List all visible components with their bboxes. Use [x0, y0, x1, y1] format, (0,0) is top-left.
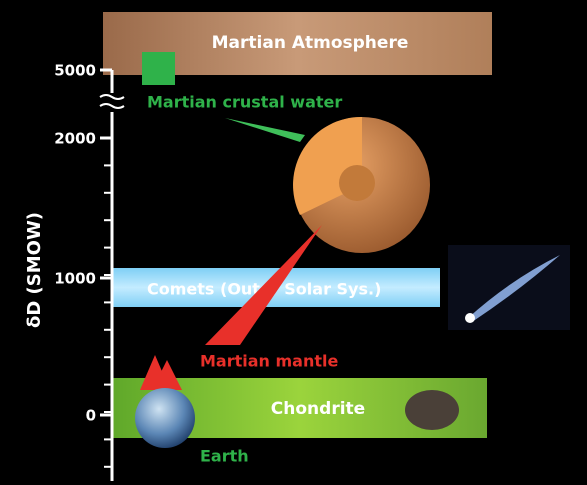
axis-label: δD (SMOW) — [24, 212, 45, 328]
atmosphere-label: Martian Atmosphere — [212, 33, 409, 53]
mars-core — [339, 165, 375, 201]
crustal-water-marker — [142, 52, 175, 85]
comet-head — [465, 313, 475, 323]
crustal-water-pointer — [225, 118, 305, 142]
tick-label: 5000 — [54, 62, 96, 80]
tick-label: 1000 — [54, 270, 96, 288]
tick-label: 0 — [86, 407, 96, 425]
chondrite-label: Chondrite — [271, 399, 365, 419]
crustal-water-label: Martian crustal water — [147, 93, 342, 112]
diagram: Martian Atmosphere Martian crustal water… — [0, 0, 587, 481]
chondrite-rock — [405, 390, 459, 430]
mantle-label: Martian mantle — [200, 352, 338, 371]
earth — [135, 388, 195, 448]
earth-label: Earth — [200, 447, 249, 466]
tick-label: 2000 — [54, 130, 96, 148]
